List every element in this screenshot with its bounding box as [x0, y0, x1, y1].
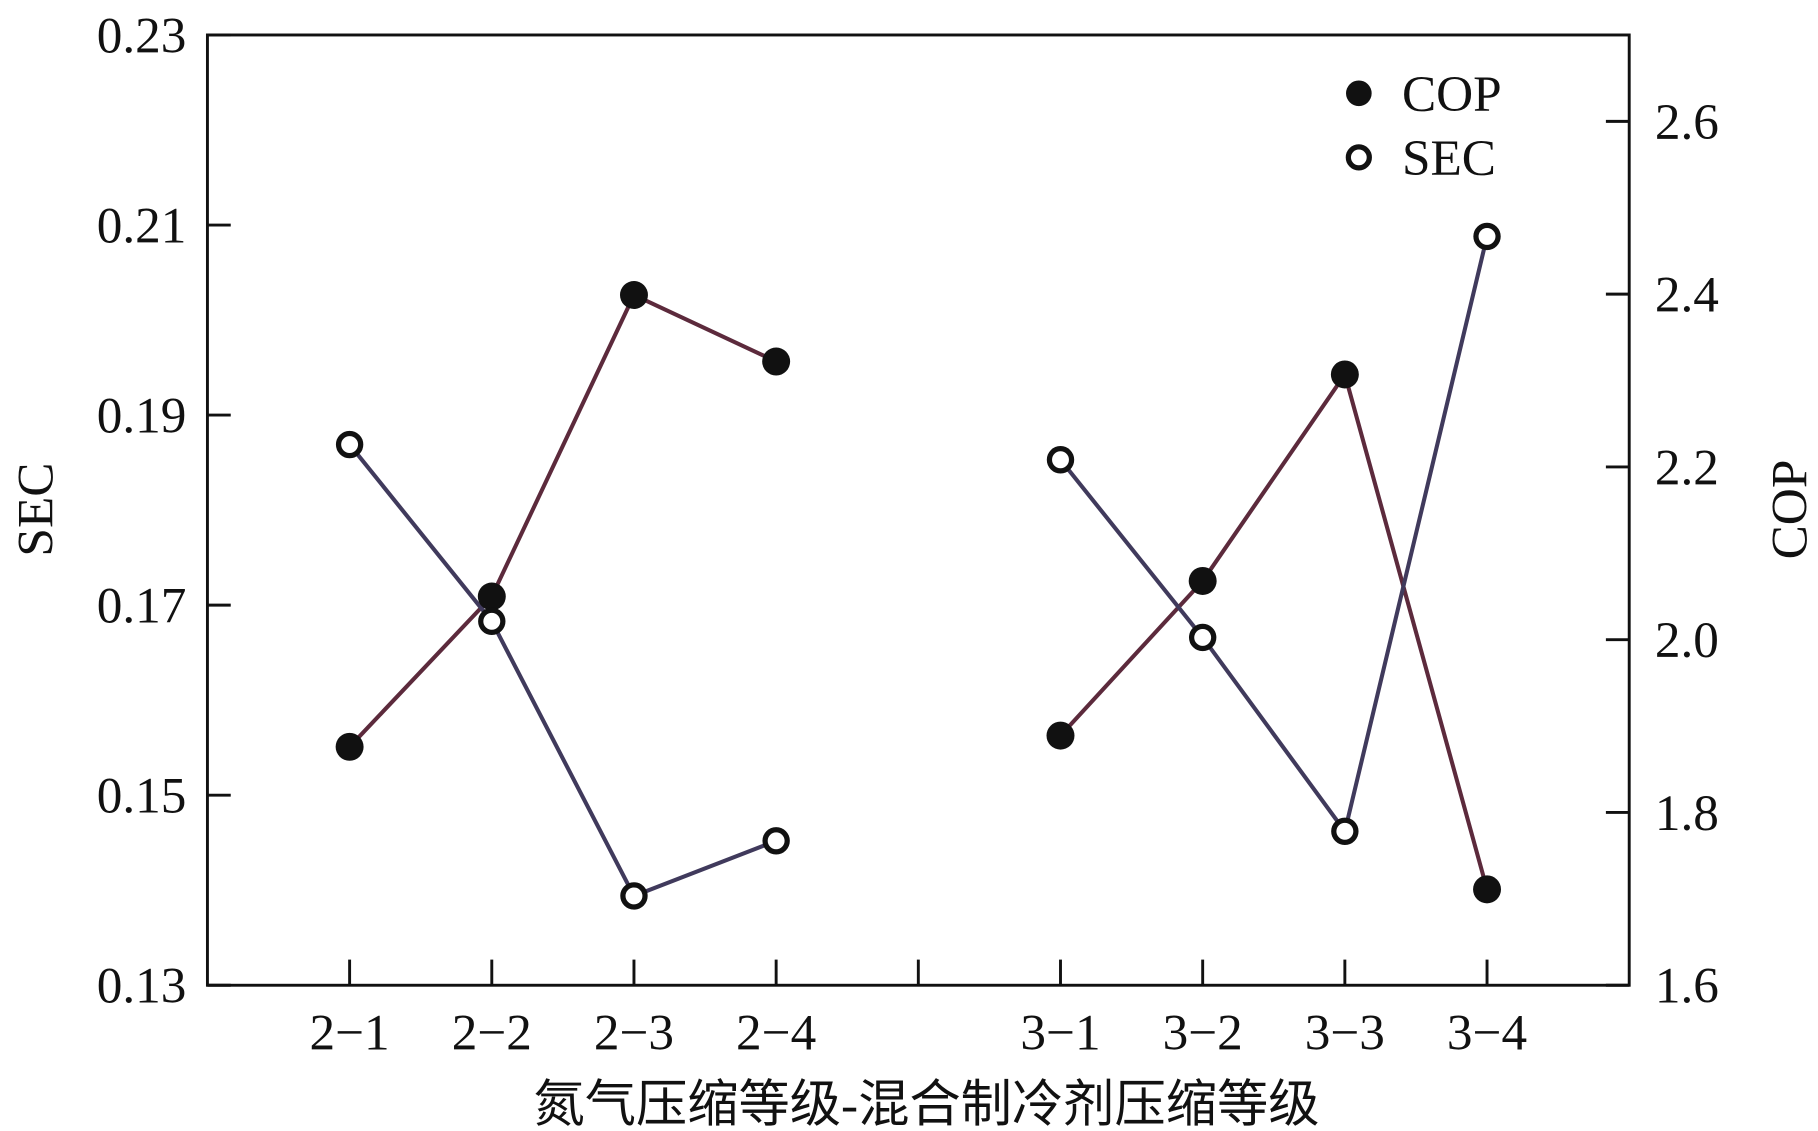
x-tick-label: 2−4 — [736, 1004, 816, 1061]
sec-point — [335, 430, 364, 459]
sec-series-line — [348, 443, 777, 899]
cop-point — [477, 582, 506, 611]
cop-series-line — [348, 292, 778, 749]
sec-point — [1331, 817, 1359, 846]
y-right-tick-label: 2.2 — [1655, 439, 1719, 496]
x-tick-label: 2−3 — [594, 1004, 674, 1061]
x-axis-label: 氮气压缩等级-混合制冷剂压缩等级 — [533, 1077, 1319, 1131]
cop-point — [1188, 566, 1217, 595]
x-tick-label: 3−2 — [1163, 1004, 1243, 1061]
y-left-tick-label: 0.15 — [97, 768, 187, 825]
y-right-tick-label: 2.4 — [1655, 267, 1719, 324]
legend-cop-label: COP — [1402, 66, 1502, 123]
cop-series-line — [1058, 369, 1489, 890]
legend-sec-label: SEC — [1402, 130, 1496, 187]
cop-point — [335, 732, 364, 761]
x-tick-label: 3−1 — [1020, 1004, 1100, 1061]
y-right-tick-label: 2.0 — [1655, 612, 1719, 669]
y-left-tick-label: 0.13 — [97, 958, 187, 1015]
legend: COP SEC — [1345, 66, 1502, 187]
x-tick-label: 2−2 — [452, 1004, 532, 1061]
sec-point — [1046, 446, 1075, 474]
y-axis-left-label: SEC — [7, 462, 64, 556]
legend-sec-marker — [1345, 144, 1372, 171]
x-tick-label: 3−3 — [1305, 1004, 1385, 1061]
cop-point — [762, 347, 791, 376]
y-left-tick-label: 0.23 — [97, 7, 187, 64]
cop-point — [1046, 721, 1075, 750]
y-left-tick-label: 0.17 — [97, 578, 187, 635]
cop-point — [1330, 360, 1359, 389]
y-axis-right-label: COP — [1761, 460, 1818, 560]
sec-point — [620, 882, 648, 910]
sec-point — [478, 607, 506, 635]
y-right-tick-label: 2.6 — [1655, 94, 1719, 151]
y-left-tick-label: 0.21 — [97, 198, 187, 255]
x-tick-label: 2−1 — [310, 1004, 390, 1061]
legend-cop-marker — [1346, 80, 1372, 107]
sec-point — [762, 827, 790, 855]
cop-point — [619, 281, 648, 310]
y-right-tick-label: 1.8 — [1655, 785, 1719, 842]
cop-point — [1473, 875, 1502, 904]
x-tick-label: 3−4 — [1447, 1004, 1527, 1061]
y-right-tick-label: 1.6 — [1655, 958, 1719, 1015]
y-left-tick-label: 0.19 — [97, 388, 187, 445]
sec-point — [1188, 623, 1217, 652]
sec-point — [1473, 222, 1501, 251]
sec-series-line — [1058, 235, 1490, 837]
